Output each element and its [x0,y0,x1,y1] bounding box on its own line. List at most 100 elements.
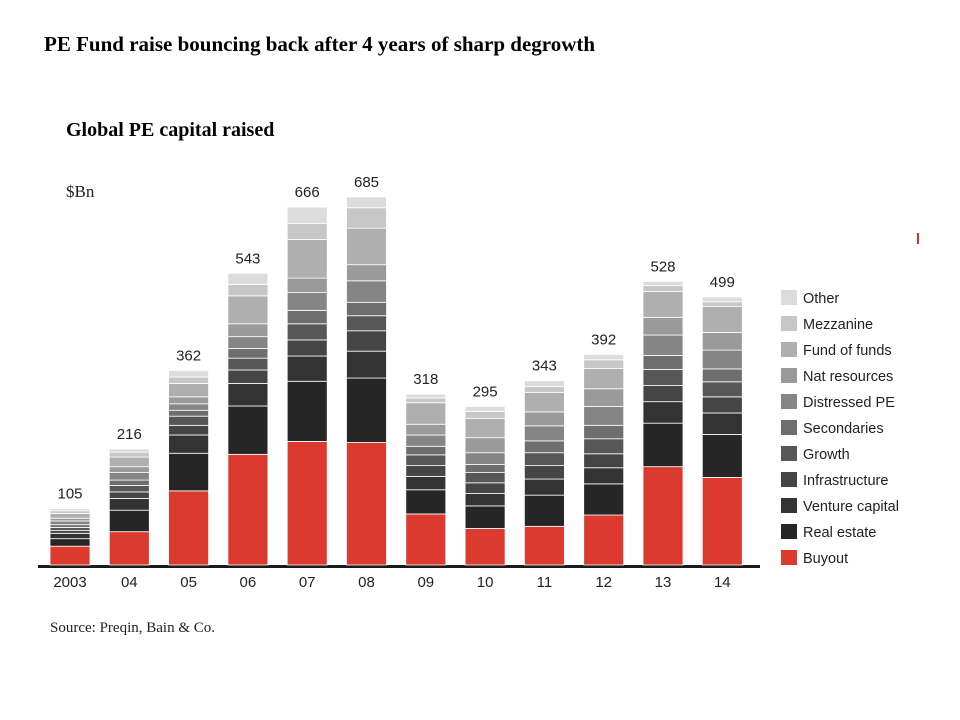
bar-segment-buyout-12 [583,514,625,566]
x-tick-label: 12 [595,574,612,591]
bar-segment-real-estate-13 [642,422,684,468]
bar-segment-growth-12 [583,438,625,455]
bar-total-label: 528 [650,258,675,275]
bar-segment-secondaries-04 [108,479,150,486]
legend-swatch-venture-capital [781,498,797,513]
bar-total-label: 105 [57,486,82,503]
bar-segment-fund-of-funds-12 [583,367,625,390]
legend-swatch-distressed-pe [781,394,797,409]
x-tick-label: 13 [655,574,672,591]
legend-swatch-mezzanine [781,316,797,331]
chart-unit-label: $Bn [66,182,95,201]
bar-segment-other-09 [405,393,447,399]
bar-segment-real-estate-06 [227,405,269,455]
bar-segment-other-06 [227,272,269,285]
bar-segment-other-12 [583,354,625,361]
edge-marker [917,233,919,244]
bar-segment-infrastructure-08 [346,330,387,352]
bar-segment-fund-of-funds-11 [524,392,565,413]
bar-segment-distressed-pe-09 [405,434,447,447]
x-tick-label: 2003 [53,574,86,591]
bar-total-label: 295 [473,384,498,401]
bar-segment-real-estate-14 [701,434,743,478]
bar-segment-secondaries-07 [286,309,328,325]
chart-legend: Other Mezzanine Fund of funds Nat resources… [781,290,899,567]
bar-segment-secondaries-14 [701,368,743,383]
bar-segment-distressed-pe-10 [464,452,506,465]
bar-segment-distressed-pe-13 [642,334,684,356]
bar-segment-venture-capital-10 [464,493,506,507]
legend-label-mezzanine: Mezzanine [803,317,873,333]
bar-segment-growth-14 [701,381,743,398]
bar-segment-mezzanine-06 [227,284,269,297]
bar-segment-real-estate-08 [346,377,387,443]
bar-segment-fund-of-funds-10 [464,417,506,439]
bar-segment-fund-of-funds-13 [642,291,684,318]
bar-segment-growth-13 [642,369,684,386]
legend-swatch-nat-resources [781,368,797,383]
bar-segment-mezzanine-14 [701,301,743,307]
bar-segment-nat-resources-14 [701,331,743,351]
bar-segment-other-05 [168,370,210,378]
bar-segment-venture-capital-04 [108,497,150,511]
bar-segment-mezzanine-2003 [49,510,91,514]
bar-segment-secondaries-12 [583,424,625,440]
bar-segment-real-estate-10 [464,505,506,529]
x-tick-label: 04 [121,574,138,591]
bar-segment-distressed-pe-05 [168,403,210,411]
x-axis-line [38,565,760,568]
bar-segment-buyout-14 [701,477,743,566]
bar-total-label: 666 [295,184,320,201]
bar-total-label: 543 [235,250,260,267]
bar-total-label: 362 [176,348,201,365]
bar-segment-other-14 [701,296,743,303]
bar-segment-mezzanine-04 [108,451,150,458]
bar-total-label: 392 [591,331,616,348]
bar-segment-buyout-08 [346,442,387,566]
bar-segment-growth-08 [346,315,387,332]
bar-segment-venture-capital-07 [286,355,328,382]
bar-total-label: 343 [532,358,557,375]
bar-segment-distressed-pe-12 [583,406,625,426]
x-tick-label: 06 [240,574,257,591]
bar-segment-distressed-pe-2003 [49,520,91,526]
bar-segment-other-13 [642,280,684,287]
bar-segment-real-estate-04 [108,509,150,533]
bar-segment-buyout-06 [227,453,269,566]
x-tick-label: 05 [180,574,197,591]
bar-segment-secondaries-2003 [49,524,91,528]
bar-segment-secondaries-10 [464,464,506,473]
legend-swatch-other [781,290,797,305]
bar-segment-venture-capital-2003 [49,532,91,540]
bar-segment-nat-resources-13 [642,316,684,336]
bar-segment-venture-capital-09 [405,475,447,491]
bar-segment-infrastructure-10 [464,482,506,494]
bar-segment-distressed-pe-07 [286,292,328,311]
slide-headline: PE Fund raise bouncing back after 4 year… [44,32,596,56]
bar-segment-venture-capital-13 [642,401,684,424]
bar-segment-buyout-2003 [49,545,91,566]
bar-segment-nat-resources-11 [524,411,565,427]
chart-labels: 105 2003 216 04 362 05 543 06 666 07 685 08 318 09 295… [53,174,735,591]
bar-segment-nat-resources-10 [464,437,506,454]
bar-segment-nat-resources-2003 [49,517,91,522]
legend-swatch-fund-of-funds [781,342,797,357]
bar-segment-infrastructure-13 [642,385,684,403]
bar-segment-other-04 [108,448,150,453]
bar-segment-growth-09 [405,454,447,467]
legend-swatch-infrastructure [781,472,797,487]
bar-segment-venture-capital-05 [168,434,210,454]
bar-segment-growth-07 [286,323,328,341]
bar-segment-real-estate-12 [583,483,625,516]
bar-segment-infrastructure-14 [701,396,743,414]
bar-segment-secondaries-11 [524,440,565,454]
bar-segment-growth-06 [227,357,269,371]
bar-segment-infrastructure-09 [405,465,447,477]
bar-segment-fund-of-funds-04 [108,456,150,468]
bar-segment-nat-resources-05 [168,396,210,405]
bar-segment-buyout-13 [642,466,684,566]
bar-total-label: 685 [354,174,379,191]
bar-segment-secondaries-06 [227,348,269,359]
legend-label-growth: Growth [803,447,850,463]
